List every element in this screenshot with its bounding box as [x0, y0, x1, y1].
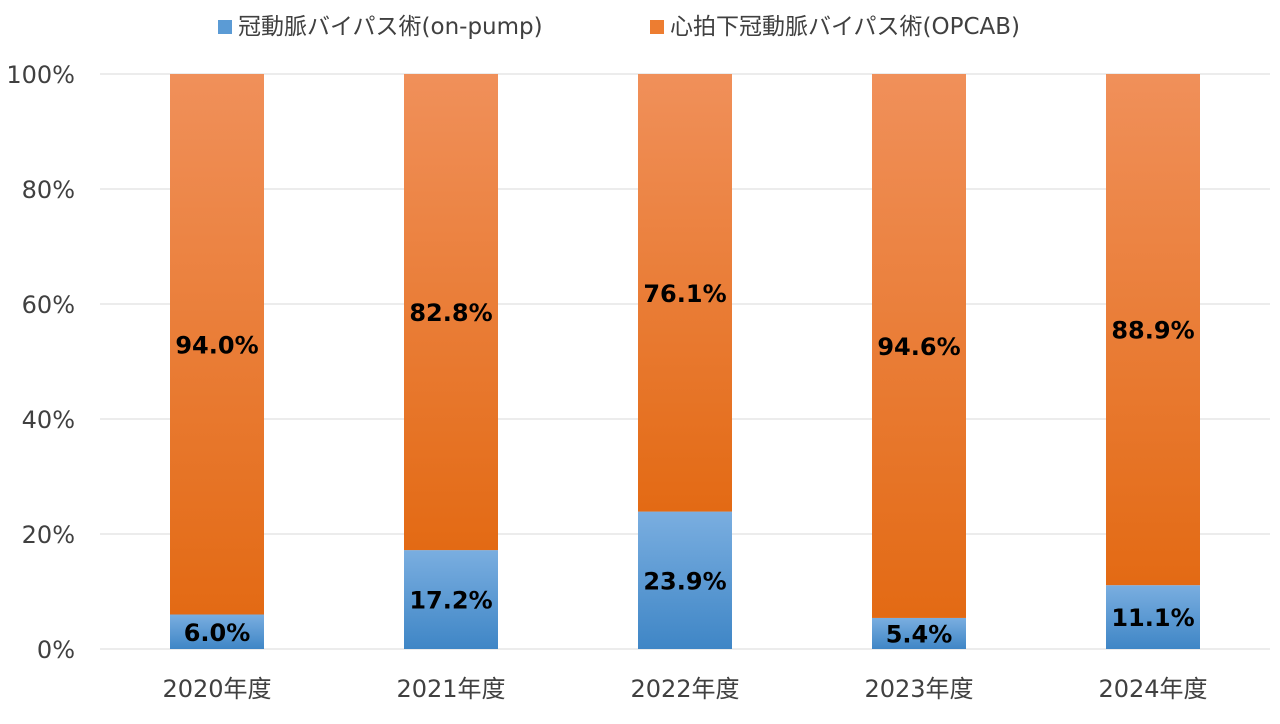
bar-segment-series-0: [638, 511, 732, 649]
x-axis: 2020年度 2021年度 2022年度 2023年度 2024年度: [162, 675, 1207, 703]
data-label: 94.0%: [175, 331, 258, 359]
x-tick-label: 2021年度: [396, 675, 505, 703]
y-axis: 0% 20% 40% 60% 80% 100%: [6, 61, 75, 664]
y-tick-label: 0%: [37, 636, 75, 664]
legend-label: 冠動脈バイパス術(on-pump): [238, 14, 543, 40]
bar-segment-series-1: [170, 74, 264, 615]
x-tick-label: 2020年度: [162, 675, 271, 703]
legend-swatch: [650, 20, 664, 34]
data-label: 5.4%: [886, 620, 953, 648]
data-label: 76.1%: [643, 280, 726, 308]
bar-segment-series-1: [1106, 74, 1200, 586]
data-label: 88.9%: [1111, 317, 1194, 345]
x-tick-label: 2022年度: [630, 675, 739, 703]
bar-segment-series-1: [404, 74, 498, 551]
y-tick-label: 60%: [22, 291, 75, 319]
legend-label: 心拍下冠動脈バイパス術(OPCAB): [670, 14, 1020, 40]
bar-segment-series-0: [1106, 585, 1200, 649]
bar-segment-series-0: [872, 617, 966, 649]
bar-segment-series-1: [872, 74, 966, 618]
data-label: 6.0%: [184, 619, 251, 647]
y-tick-label: 100%: [6, 61, 75, 89]
y-tick-label: 40%: [22, 406, 75, 434]
bars: [170, 74, 1200, 649]
data-label: 17.2%: [409, 587, 492, 615]
x-tick-label: 2024年度: [1098, 675, 1207, 703]
bar-segment-series-0: [404, 550, 498, 649]
legend-swatch: [218, 20, 232, 34]
data-label: 23.9%: [643, 567, 726, 595]
data-label: 11.1%: [1111, 604, 1194, 632]
y-tick-label: 20%: [22, 521, 75, 549]
data-label: 82.8%: [409, 299, 492, 327]
x-tick-label: 2023年度: [864, 675, 973, 703]
data-label: 94.6%: [877, 333, 960, 361]
bar-segment-series-0: [170, 614, 264, 649]
data-labels: 6.0% 94.0% 17.2% 82.8% 23.9% 76.1% 5.4% 94.6% 11…: [175, 280, 1194, 649]
y-tick-label: 80%: [22, 176, 75, 204]
legend: 冠動脈バイパス術(on-pump) 心拍下冠動脈バイパス術(OPCAB): [218, 14, 1020, 40]
bar-segment-series-1: [638, 74, 732, 512]
